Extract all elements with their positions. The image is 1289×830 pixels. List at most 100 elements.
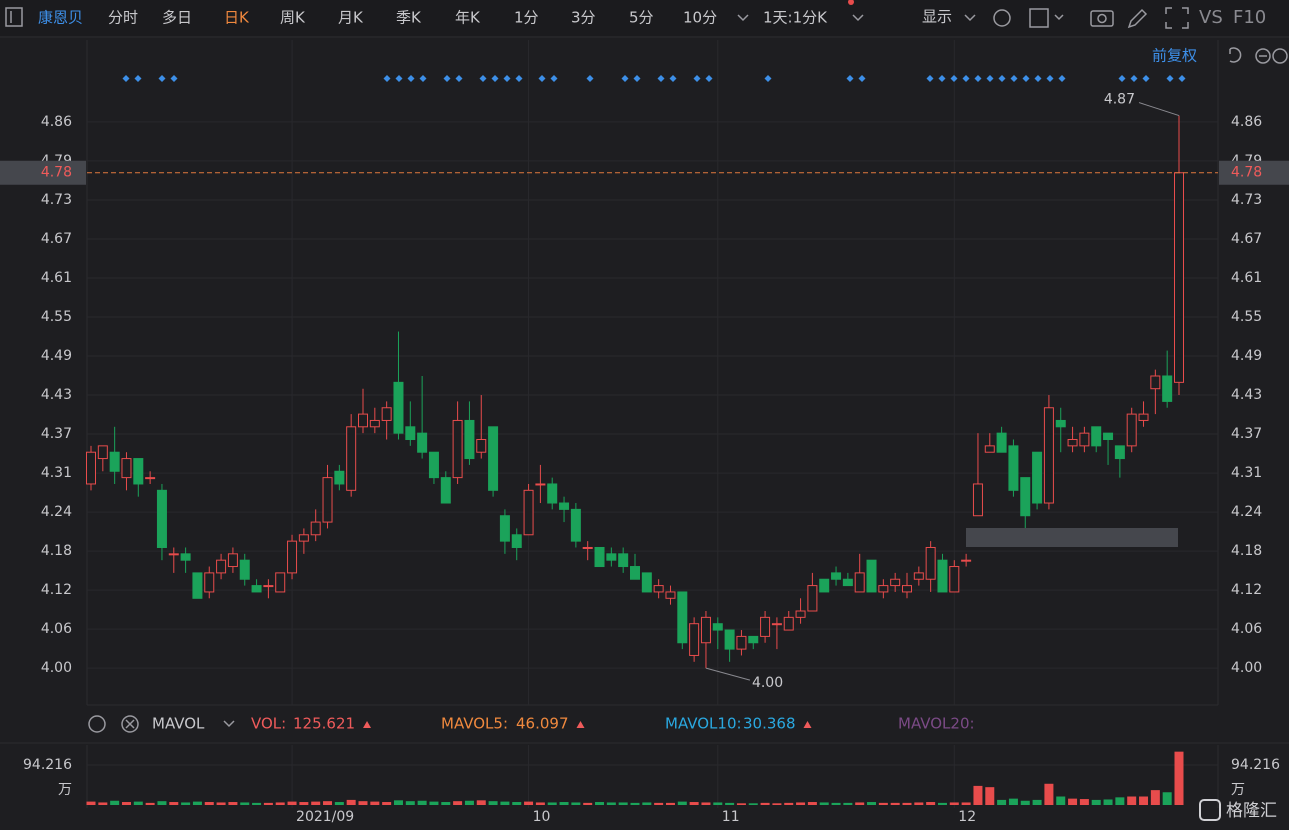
candle-body — [322, 477, 333, 523]
period-tab[interactable]: 周K — [280, 9, 306, 27]
reset-icon[interactable] — [1229, 47, 1242, 63]
volume-bar — [618, 802, 628, 805]
event-marker — [503, 75, 511, 82]
event-marker — [621, 75, 629, 82]
annotation-line — [1138, 102, 1180, 117]
event-marker — [858, 75, 866, 82]
volume-bar — [654, 802, 664, 805]
annotation-label: 4.87 — [1104, 92, 1135, 108]
volume-close-icon[interactable] — [121, 715, 139, 733]
candle-body — [700, 616, 711, 644]
volume-bar — [784, 802, 794, 805]
volume-bar — [1032, 799, 1042, 805]
volume-bar — [252, 802, 262, 805]
more-chevron[interactable] — [737, 14, 749, 22]
candle-body — [748, 635, 759, 644]
event-marker — [693, 75, 701, 82]
y-tick-label: 4.06 — [41, 621, 72, 637]
candle-body — [712, 623, 723, 631]
vs-button[interactable]: VS — [1199, 7, 1223, 28]
volume-bar — [133, 801, 143, 805]
volume-bar — [867, 802, 877, 805]
annotation-label: 4.00 — [752, 675, 783, 691]
volume-settings-icon[interactable] — [88, 715, 106, 733]
period-tabs: 分时 多日 日K 周K 月K 季K 年K 1分 3分 5分 10分 — [108, 9, 717, 27]
event-marker — [1058, 75, 1066, 82]
volume-bar — [417, 800, 427, 805]
period-tab[interactable]: 1分 — [514, 9, 539, 27]
period-tab[interactable]: 年K — [455, 9, 481, 27]
candle-body — [1055, 419, 1066, 428]
candle-body — [227, 553, 238, 568]
candle-body — [275, 572, 286, 593]
candle-body — [890, 578, 901, 587]
candle-body — [866, 559, 877, 593]
pen-icon[interactable] — [1127, 8, 1148, 29]
candle-body — [511, 534, 522, 548]
candle-body — [251, 585, 262, 593]
event-marker — [443, 75, 451, 82]
candle-body — [996, 432, 1007, 453]
f10-button[interactable]: F10 — [1233, 7, 1266, 28]
camera-icon[interactable] — [1090, 10, 1114, 27]
y-tick-label-right: 4.86 — [1231, 114, 1262, 130]
candle-body — [97, 445, 108, 460]
candle-body — [1174, 172, 1184, 383]
fullscreen-icon[interactable] — [1165, 7, 1189, 29]
volume-bar — [1020, 800, 1030, 805]
volume-bar — [453, 801, 463, 805]
volume-indicator[interactable]: MAVOL — [152, 715, 205, 733]
candle-body — [145, 477, 156, 480]
draw-rect-icon[interactable] — [1029, 8, 1049, 28]
candle-body — [949, 566, 960, 593]
candle-body — [310, 521, 321, 536]
candle-body — [452, 419, 463, 479]
candle-body — [677, 591, 688, 644]
volume-panel: 94.216 94.216 万 万 — [0, 742, 1289, 808]
period-tab[interactable]: 日K — [224, 9, 250, 27]
volume-bar — [464, 800, 474, 805]
candle-body — [121, 458, 132, 479]
volume-bar — [476, 800, 486, 805]
volume-bar — [535, 802, 545, 805]
candle-body — [204, 572, 215, 593]
event-marker — [134, 75, 142, 82]
volume-bar — [157, 801, 167, 805]
current-price-label-right: 4.78 — [1231, 165, 1262, 181]
event-markers — [122, 75, 1186, 82]
event-marker — [1142, 75, 1150, 82]
period-tab[interactable]: 季K — [396, 9, 422, 27]
volume-bar — [169, 802, 179, 805]
event-marker — [1130, 75, 1138, 82]
zoom-out-icon[interactable] — [1255, 48, 1271, 64]
volume-bar — [1162, 792, 1172, 805]
volume-bar — [855, 802, 865, 805]
candle-body — [559, 502, 570, 510]
candle-body — [1043, 407, 1054, 504]
adjust-mode[interactable]: 前复权 — [1152, 47, 1197, 65]
sidebar-toggle[interactable] — [5, 7, 23, 27]
period-tab[interactable]: 分时 — [108, 9, 138, 27]
interval-select[interactable]: 1天:1分K — [763, 9, 828, 27]
period-tab[interactable]: 多日 — [162, 9, 192, 27]
display-menu[interactable]: 显示 — [922, 8, 952, 26]
volume-legend-name: MAVOL10: — [665, 715, 742, 733]
period-tab[interactable]: 3分 — [571, 9, 596, 27]
settings-icon[interactable] — [993, 9, 1011, 27]
volume-bar — [334, 802, 344, 805]
candle-body — [1138, 413, 1149, 421]
volume-bar — [429, 801, 439, 805]
event-marker — [407, 75, 415, 82]
y-tick-label: 4.67 — [41, 231, 72, 247]
y-tick-label: 4.55 — [41, 309, 72, 325]
volume-legend-value: 30.368 — [743, 715, 796, 733]
stock-name[interactable]: 康恩贝 — [38, 9, 83, 27]
period-tab[interactable]: 5分 — [629, 9, 654, 27]
volume-bar — [86, 801, 96, 805]
candle-body — [984, 445, 995, 453]
period-tab[interactable]: 月K — [338, 9, 364, 27]
zoom-in-icon[interactable] — [1272, 48, 1288, 64]
volume-bar — [1008, 798, 1018, 805]
period-tab[interactable]: 10分 — [683, 9, 717, 27]
candle-body — [937, 559, 948, 593]
